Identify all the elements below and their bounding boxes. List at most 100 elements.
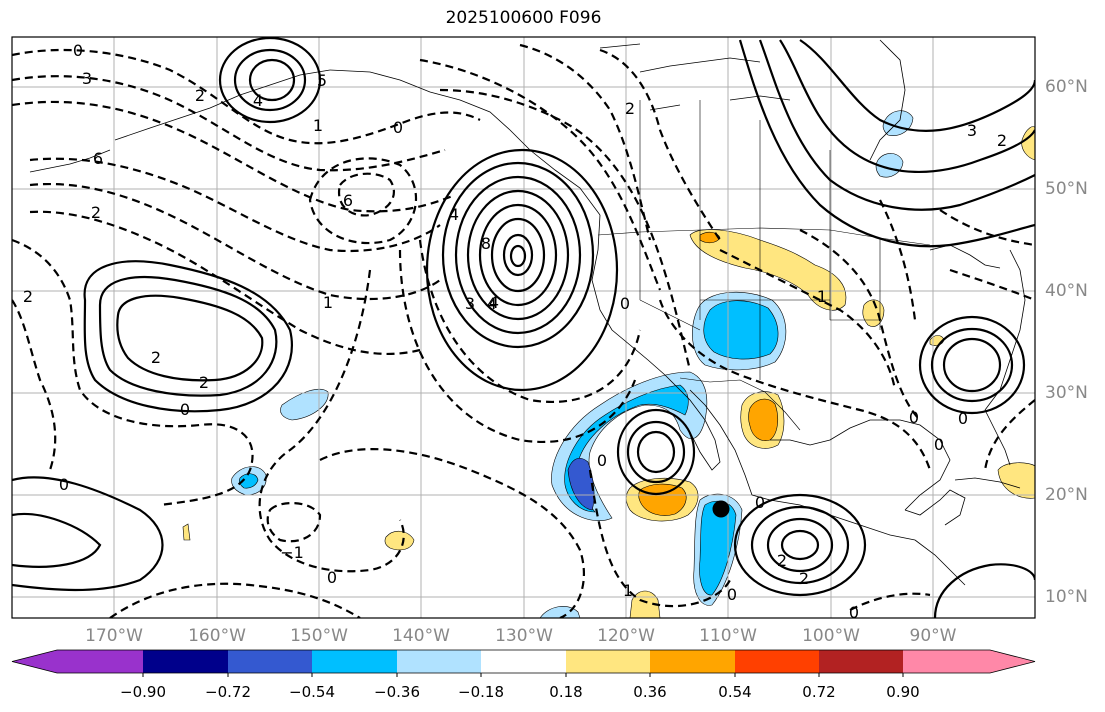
contour-label: 2 (799, 569, 809, 588)
contour-label: 2 (199, 373, 209, 392)
contour-dash-2 (12, 75, 446, 172)
lon-label: 170°W (85, 626, 143, 646)
station-marker[interactable] (712, 500, 730, 518)
contour-high-4 (478, 203, 558, 307)
shade-pacific-lightblue-1 (280, 388, 329, 421)
contour-label: 0 (327, 568, 337, 587)
colorbar (11, 649, 1036, 677)
contour-label: 1 (313, 116, 323, 135)
colorbar-tick-label: −0.72 (205, 683, 251, 701)
contour-west-high-2 (116, 294, 264, 382)
contour-label: 2 (777, 551, 787, 570)
lat-label: 50°N (1045, 179, 1088, 199)
contour-dash-15 (319, 447, 585, 618)
contour-dash-9 (337, 172, 395, 217)
map-title: 2025100600 F096 (445, 8, 602, 28)
contour-dash-7 (12, 238, 254, 507)
contour-label: 3 (82, 69, 92, 88)
border-canada-prov (639, 100, 831, 232)
contour-dash-17 (599, 48, 721, 241)
contour-dash-18 (519, 43, 652, 241)
contour-sw-one (12, 512, 102, 568)
contour-label: 4 (449, 205, 459, 224)
contour-dash-25 (588, 469, 731, 608)
colorbar-segment (228, 650, 312, 673)
contour-mex-low-2 (750, 505, 850, 585)
map-content (12, 37, 1035, 618)
contours-solid (12, 37, 1035, 618)
shade-baja-orange (638, 483, 687, 516)
colorbar-segment (481, 650, 566, 673)
contour-baja-low-2 (626, 420, 686, 484)
shade-southwest-blue (703, 300, 779, 360)
contour-label: 0 (59, 475, 69, 494)
colorbar-segment (903, 650, 990, 673)
contour-dash-24 (879, 199, 917, 321)
shade-baja-darkblue (567, 457, 595, 511)
contour-mex-low-1 (733, 493, 867, 597)
contour-label: 0 (849, 603, 859, 622)
colorbar-segment (397, 650, 481, 673)
contour-label: 0 (597, 451, 607, 470)
contour-dash-6 (29, 210, 421, 356)
lon-label: 100°W (802, 626, 860, 646)
contour-label: 2 (91, 203, 101, 222)
colorbar-segment (819, 650, 903, 673)
colorbar-tick-label: 0.72 (802, 683, 836, 701)
contour-se-ring (933, 563, 1035, 618)
map-frame (11, 36, 1036, 619)
shade-epac-blue (699, 500, 737, 596)
lat-label: 30°N (1045, 383, 1088, 403)
colorbar-extend-max (990, 650, 1035, 673)
contour-gulf-2 (930, 327, 1014, 403)
contour-dash-10 (308, 157, 418, 245)
contour-label: 0 (180, 400, 190, 419)
lat-label: 40°N (1045, 281, 1088, 301)
contour-dash-1 (12, 48, 481, 145)
shaded-fields (182, 110, 1035, 618)
contour-baja-low-1 (616, 408, 696, 496)
contour-label: 4 (487, 294, 497, 313)
coast-arctic-islands (599, 43, 791, 111)
shade-pacific-yellow-2 (182, 523, 191, 541)
coast-hudson-bay (869, 39, 906, 161)
contour-label: 3 (967, 121, 977, 140)
contour-aleutian-high-2 (233, 48, 307, 112)
contour-label: 2 (23, 287, 33, 306)
contour-label: 8 (481, 234, 491, 253)
contour-west-high-1 (98, 275, 278, 397)
contour-high-outer (425, 148, 619, 392)
contour-high-6 (502, 233, 534, 277)
border-state-1 (639, 228, 881, 380)
contour-dash-19 (439, 88, 692, 371)
lat-label: 60°N (1045, 77, 1088, 97)
contour-high-5 (490, 217, 546, 293)
lat-label: 10°N (1045, 587, 1088, 607)
contour-sw-zero (12, 476, 164, 592)
contour-dash-3 (12, 100, 456, 213)
lon-label: 130°W (495, 626, 553, 646)
contour-label: 0 (620, 294, 630, 313)
contour-dash-21 (658, 299, 932, 471)
contour-high-7 (509, 244, 527, 268)
coast-gulf-california (689, 389, 753, 496)
contour-label: 2 (151, 348, 161, 367)
contour-aleutian-high-1 (218, 37, 322, 124)
contour-dash-27 (939, 209, 1035, 247)
colorbar-segment (312, 650, 397, 673)
contour-dash-14 (266, 502, 322, 543)
coast-alaska-south (329, 69, 601, 216)
lon-label: 120°W (597, 626, 655, 646)
contour-dash-12 (398, 249, 637, 443)
coast-west-us (591, 214, 681, 391)
lon-label: 90°W (909, 626, 957, 646)
contour-dash-13 (258, 269, 405, 573)
colorbar-extend-min (12, 650, 57, 673)
contour-label: 4 (489, 293, 499, 312)
shade-canada-lightblue-2 (875, 153, 904, 178)
contour-label: 0 (909, 408, 919, 427)
shade-southeast-yellow (997, 462, 1035, 499)
contour-aleutian-high-3 (248, 58, 296, 102)
contour-canada-1 (799, 39, 1035, 132)
